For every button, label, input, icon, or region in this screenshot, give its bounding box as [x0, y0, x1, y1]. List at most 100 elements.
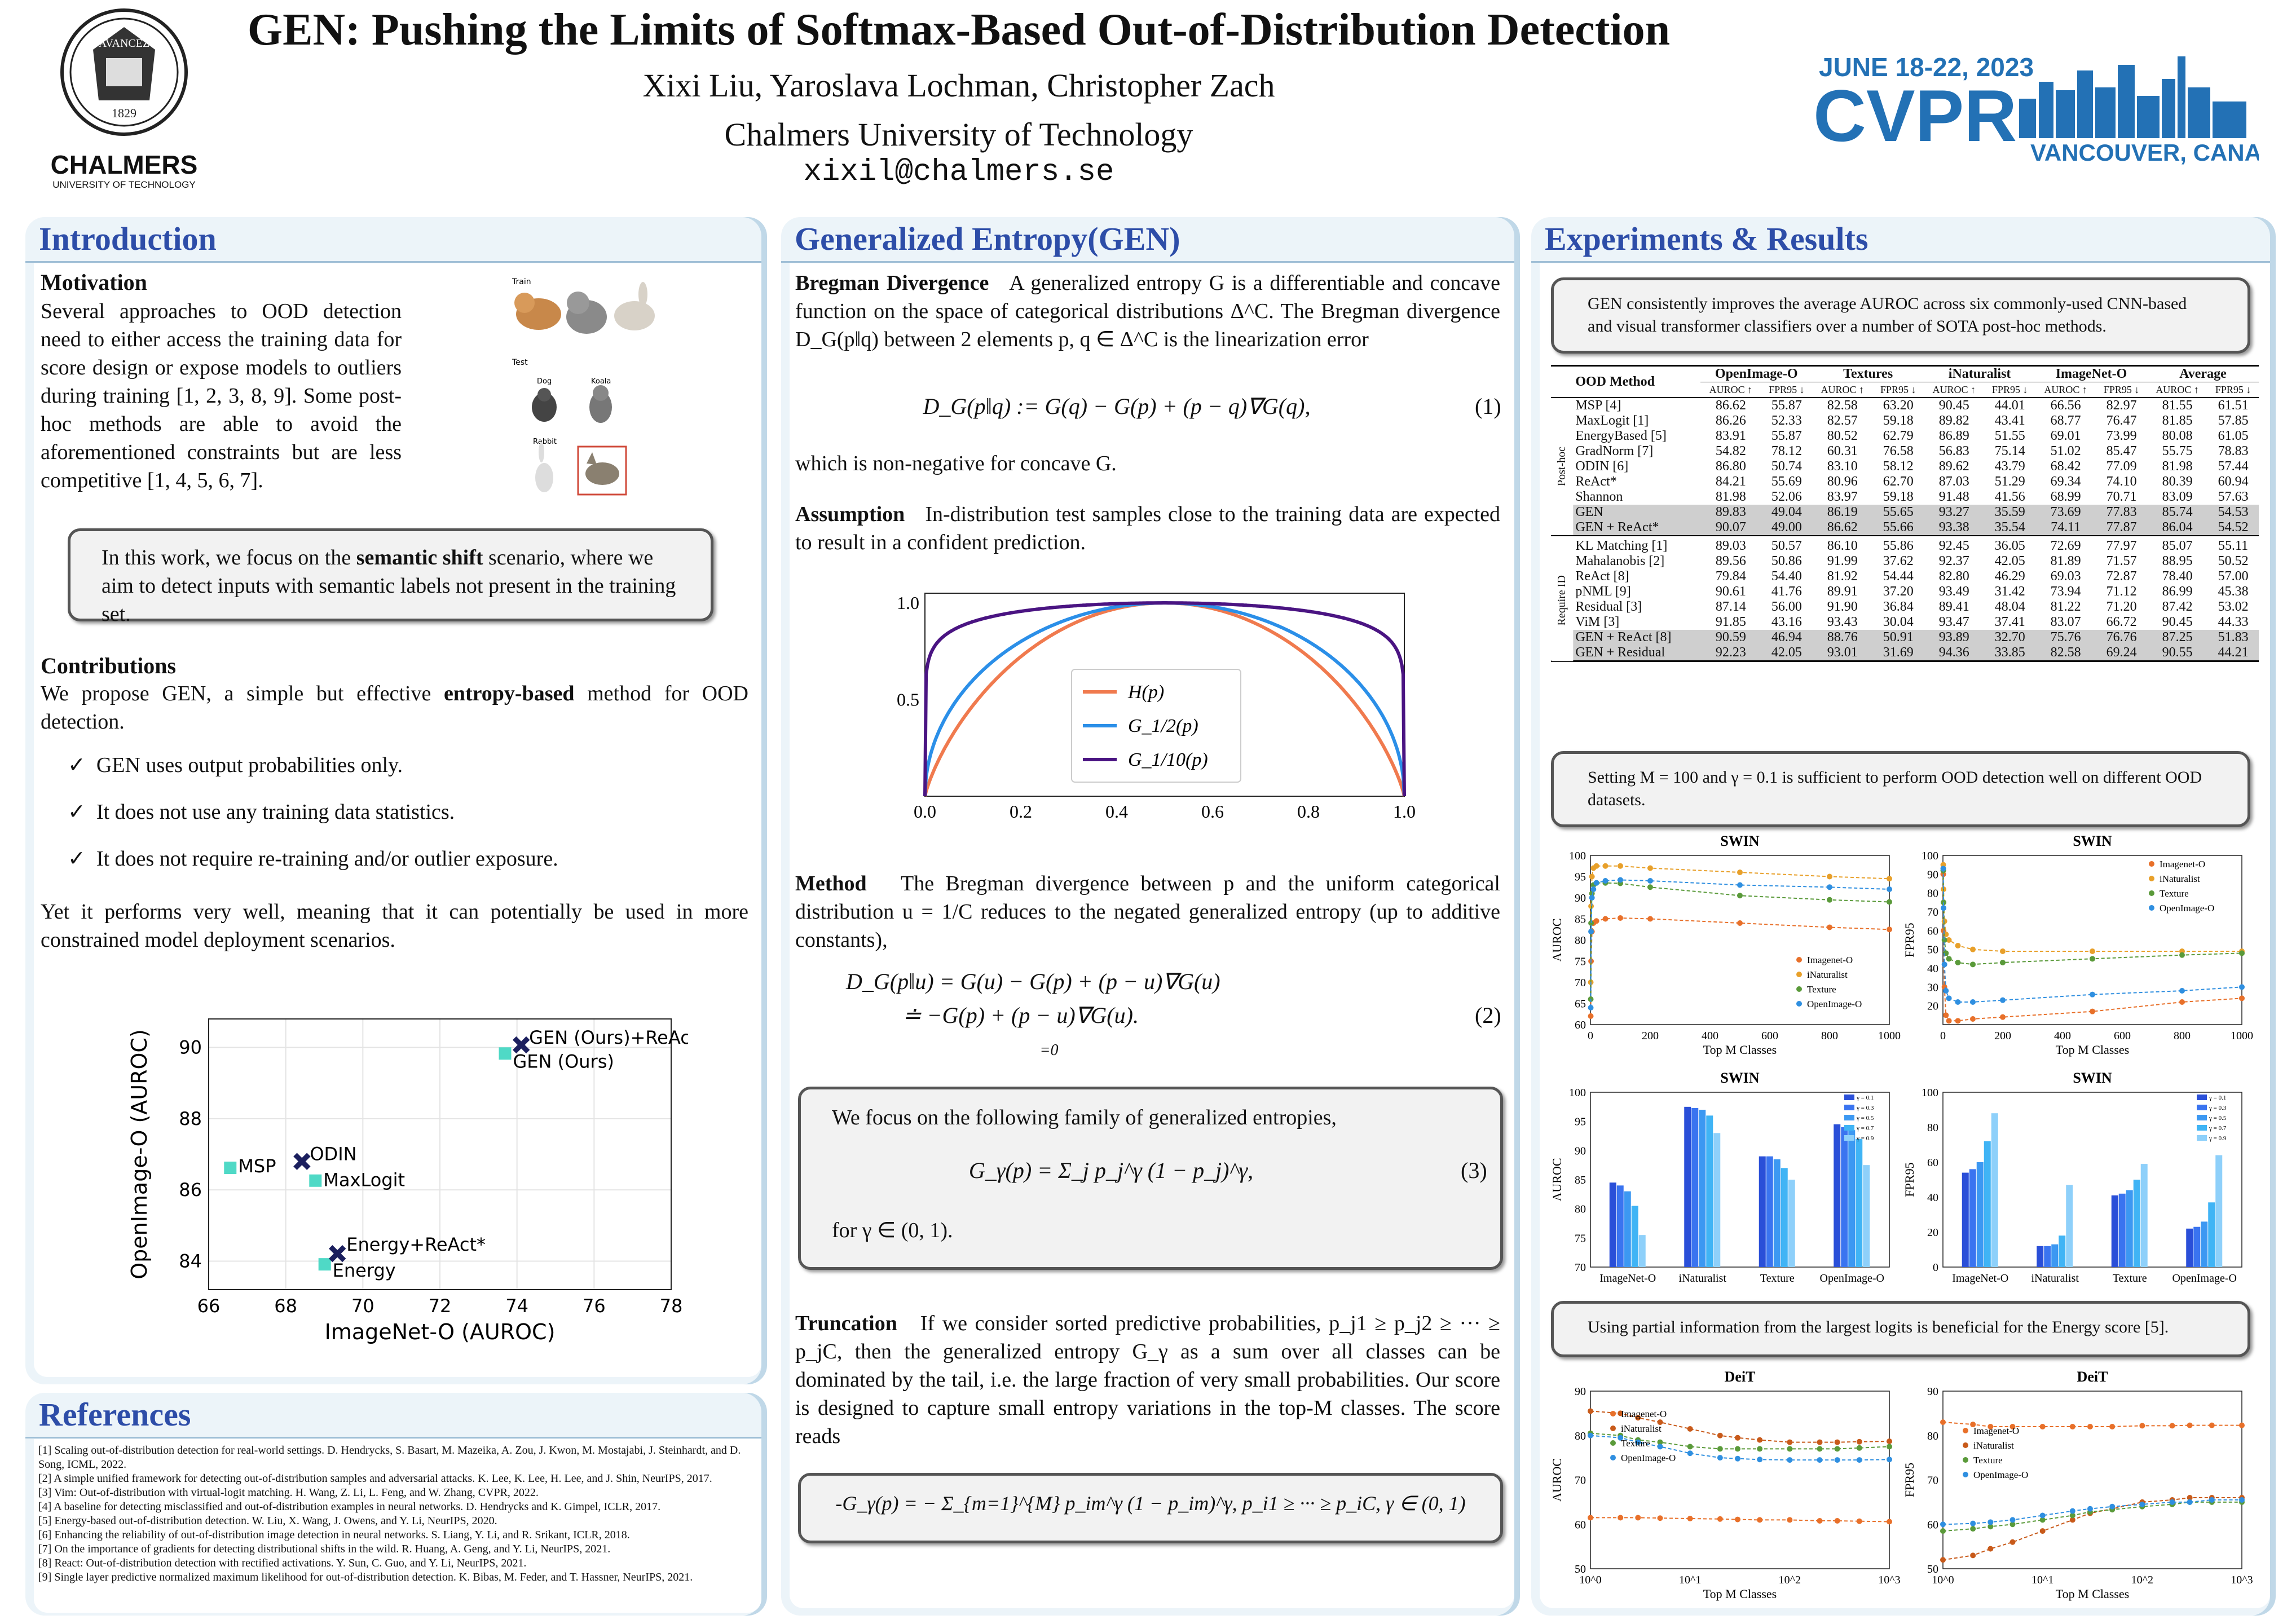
table-cell: 83.07	[2050, 615, 2081, 629]
series-line	[1590, 879, 1890, 1008]
wolf-icon	[585, 452, 619, 485]
table-cell: 54.52	[2207, 520, 2259, 536]
email[interactable]: xixil@chalmers.se	[803, 155, 1114, 189]
series-point	[1970, 961, 1976, 968]
series-point	[1618, 863, 1623, 869]
x-tick-label: 0.6	[1201, 801, 1224, 822]
table-cell: 66.56	[2050, 398, 2081, 413]
x-tick-label: 800	[2174, 1030, 2191, 1042]
series-point	[1946, 937, 1952, 943]
results-table-wrap: OOD Method OpenImage-O Textures iNaturalist…	[1551, 365, 2259, 663]
entropy-curves-chart: 0.0 0.2 0.4 0.6 0.8 1.0 0.5 1.0 H(p) G_1/2(p) G_1/…	[897, 593, 1416, 822]
table-cell: 52.06	[1771, 489, 1802, 504]
series-point	[2139, 1423, 2145, 1429]
legend-label: Texture	[1973, 1455, 2003, 1466]
series-point	[1955, 960, 1961, 965]
x-tick-label: 78	[660, 1295, 683, 1317]
y-axis-label: FPR95	[1902, 923, 1916, 957]
series-point	[1970, 946, 1976, 952]
table-cell: 31.69	[1872, 645, 1924, 661]
method-text: The Bregman divergence between p and the…	[795, 872, 1500, 952]
generalized-entropy-box: We focus on the following family of gene…	[798, 1087, 1503, 1270]
table-cell: 81.22	[2050, 599, 2081, 614]
series-point	[1827, 924, 1832, 930]
series-point	[2209, 1422, 2215, 1428]
table-cell: 41.56	[1994, 489, 2025, 504]
series-point	[1940, 1521, 1946, 1528]
bar	[1638, 1235, 1646, 1267]
bar	[1766, 1156, 1773, 1267]
table-cell: GEN + Residual	[1573, 645, 1701, 661]
conf-name: CVPR	[1813, 74, 2017, 157]
series-point	[1946, 956, 1952, 962]
legend-swatch	[1844, 1125, 1854, 1131]
point-label: Energy	[333, 1260, 396, 1281]
series-point	[1717, 1516, 1723, 1522]
series-point	[2069, 1508, 2075, 1514]
x-tick-label: iNaturalist	[1679, 1272, 1727, 1285]
series-point	[2087, 1506, 2093, 1512]
x-tick-label: Texture	[2113, 1272, 2147, 1285]
assumption-title: Assumption	[795, 502, 905, 526]
x-tick-label: 10^3	[2231, 1574, 2253, 1586]
table-cell: 89.03	[1715, 539, 1746, 553]
legend-label: Texture	[2160, 888, 2189, 899]
table-cell: 43.79	[1994, 459, 2025, 474]
y-tick-label: 90	[179, 1037, 202, 1058]
table-cell: Shannon	[1575, 489, 1623, 504]
series-point	[2009, 1424, 2016, 1429]
reference-item: [6] Enhancing the reliability of out-of-…	[38, 1529, 630, 1541]
table-cell: 35.59	[1984, 505, 2036, 520]
scatter-point	[224, 1162, 237, 1174]
series-point	[1827, 897, 1832, 903]
contrib-text: We propose GEN, a simple but effective e…	[41, 679, 748, 736]
y-tick-label: 60	[1927, 1157, 1938, 1169]
table-cell: 57.85	[2218, 413, 2249, 428]
series-point	[1970, 1016, 1976, 1022]
table-cell: 80.39	[2162, 474, 2193, 489]
equation-2b: ≐ −G(p) + (p − u)∇G(u).	[902, 1003, 1139, 1028]
table-cell: 50.91	[1872, 630, 1924, 645]
legend-label: G_1/2(p)	[1128, 716, 1198, 736]
series-point	[1734, 1455, 1740, 1462]
table-row: MaxLogit [1] 86.26 52.33 82.57 59.18 89.82 43.…	[1551, 413, 2259, 429]
table-cell: KL Matching [1]	[1575, 539, 1668, 553]
table-cell: 80.08	[2162, 429, 2193, 443]
reference-list: [1] Scaling out-of-distribution detectio…	[34, 1439, 761, 1613]
chalmers-logo: AVANCEZ 1829 CHALMERS UNIVERSITY OF TECH…	[51, 8, 197, 190]
series-point	[1827, 873, 1832, 880]
table-cell: 86.19	[1812, 505, 1873, 520]
y-tick-label: 100	[1569, 1087, 1586, 1099]
table-cell: 59.18	[1883, 489, 1914, 504]
table-cell: 90.61	[1715, 584, 1746, 599]
table-cell: 52.33	[1771, 413, 1802, 428]
results-table: OOD Method OpenImage-O Textures iNaturalist…	[1551, 365, 2259, 663]
table-cell: 83.97	[1827, 489, 1858, 504]
table-cell: 42.05	[1761, 645, 1813, 661]
table-cell: 63.20	[1883, 398, 1914, 413]
table-cell: 32.70	[1984, 630, 2036, 645]
x-tick-label: 200	[1642, 1030, 1659, 1042]
x-tick-label: 10^0	[1579, 1574, 1601, 1586]
reference-item: [2] A simple unified framework for detec…	[38, 1472, 712, 1485]
series-point	[2069, 1424, 2075, 1429]
series-point	[1737, 870, 1743, 875]
table-cell: 56.00	[1771, 599, 1802, 614]
bar	[2051, 1244, 2059, 1267]
table-row: GEN + ReAct [8] 90.59 46.94 88.76 50.91 93.89…	[1551, 630, 2259, 645]
legend-label: H(p)	[1127, 682, 1164, 703]
table-cell: 56.83	[1938, 444, 1969, 458]
table-cell: 60.31	[1827, 444, 1858, 458]
y-tick-label: 60	[1575, 1519, 1586, 1531]
series-point	[1970, 1520, 1976, 1526]
bregman-title: Bregman Divergence	[795, 271, 989, 295]
table-sub-header: FPR95 ↓	[2215, 383, 2251, 395]
table-cell: 71.12	[2106, 584, 2137, 599]
bar	[1834, 1124, 1841, 1267]
series-point	[1588, 920, 1594, 926]
series-point	[1817, 1517, 1823, 1524]
table-cell: 54.53	[2207, 505, 2259, 520]
check-item-2: ✓ It does not use any training data stat…	[68, 800, 455, 824]
table-cell: 55.75	[2162, 444, 2193, 458]
table-cell: ViM [3]	[1575, 615, 1620, 629]
